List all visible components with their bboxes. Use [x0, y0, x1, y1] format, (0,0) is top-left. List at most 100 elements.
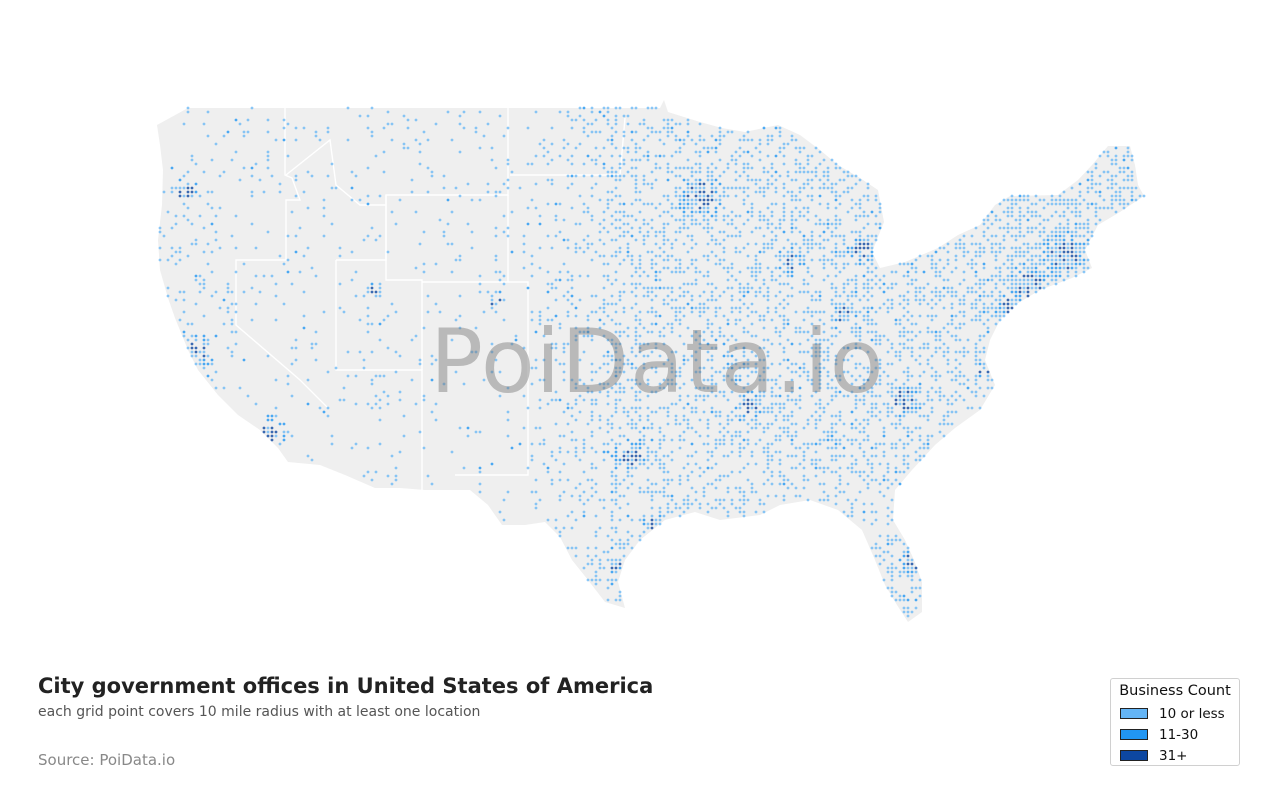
grid-point: [734, 414, 738, 418]
grid-point: [786, 358, 790, 362]
grid-point: [890, 346, 894, 350]
grid-point: [1018, 298, 1022, 302]
grid-point: [602, 354, 606, 358]
grid-point: [714, 242, 718, 246]
grid-point: [694, 370, 698, 374]
grid-point: [734, 170, 738, 174]
grid-point: [618, 434, 622, 438]
grid-point: [758, 290, 762, 294]
grid-point: [1110, 158, 1114, 162]
grid-point: [766, 478, 770, 482]
grid-point: [918, 426, 922, 430]
grid-point: [910, 338, 914, 342]
grid-point: [758, 270, 762, 274]
grid-point: [1118, 202, 1122, 206]
grid-point: [574, 222, 578, 226]
grid-point: [890, 482, 894, 486]
grid-point: [710, 290, 714, 294]
grid-point: [978, 278, 982, 282]
grid-point: [834, 262, 838, 266]
grid-point: [870, 306, 874, 310]
grid-point: [546, 466, 550, 470]
grid-point: [642, 354, 646, 358]
grid-point: [614, 486, 618, 490]
grid-point: [754, 178, 758, 182]
grid-point: [682, 242, 686, 246]
grid-point: [622, 290, 626, 294]
grid-point: [430, 174, 434, 178]
grid-point: [758, 150, 762, 154]
grid-point: [726, 454, 730, 458]
grid-point: [714, 138, 718, 142]
grid-point: [634, 198, 638, 202]
grid-point: [778, 342, 782, 346]
grid-point: [266, 418, 270, 422]
grid-point: [606, 402, 610, 406]
grid-point: [1018, 198, 1022, 202]
grid-point: [954, 314, 958, 318]
grid-point: [850, 390, 854, 394]
grid-point: [674, 314, 678, 318]
grid-point: [458, 194, 462, 198]
grid-point: [270, 438, 274, 442]
grid-point: [614, 474, 618, 478]
grid-point: [1058, 234, 1062, 238]
grid-point: [798, 350, 802, 354]
grid-point: [538, 214, 542, 218]
grid-point: [674, 122, 678, 126]
grid-point: [974, 378, 978, 382]
grid-point: [606, 302, 610, 306]
grid-point: [862, 394, 866, 398]
grid-point: [758, 402, 762, 406]
grid-point: [186, 194, 190, 198]
grid-point: [886, 486, 890, 490]
grid-point: [758, 394, 762, 398]
grid-point: [558, 230, 562, 234]
grid-point: [642, 118, 646, 122]
grid-point: [726, 510, 730, 514]
grid-point: [610, 302, 614, 306]
grid-point: [302, 254, 306, 258]
grid-point: [790, 230, 794, 234]
grid-point: [630, 214, 634, 218]
grid-point: [650, 170, 654, 174]
grid-point: [610, 294, 614, 298]
grid-point: [1010, 206, 1014, 210]
grid-point: [938, 334, 942, 338]
grid-point: [594, 490, 598, 494]
grid-point: [794, 398, 798, 402]
grid-point: [682, 294, 686, 298]
grid-point: [1046, 254, 1050, 258]
grid-point: [770, 386, 774, 390]
grid-point: [766, 246, 770, 250]
grid-point: [1010, 266, 1014, 270]
grid-point: [982, 310, 986, 314]
grid-point: [214, 238, 218, 242]
grid-point: [798, 394, 802, 398]
grid-point: [802, 350, 806, 354]
grid-point: [958, 238, 962, 242]
grid-point: [554, 458, 558, 462]
grid-point: [582, 334, 586, 338]
grid-point: [202, 338, 206, 342]
grid-point: [618, 174, 622, 178]
grid-point: [194, 278, 198, 282]
grid-point: [802, 214, 806, 218]
grid-point: [338, 246, 342, 250]
grid-point: [678, 434, 682, 438]
grid-point: [614, 542, 618, 546]
grid-point: [818, 242, 822, 246]
grid-point: [702, 194, 706, 198]
grid-point: [1106, 150, 1110, 154]
grid-point: [726, 162, 730, 166]
grid-point: [746, 406, 750, 410]
grid-point: [878, 562, 882, 566]
grid-point: [842, 490, 846, 494]
legend-swatch-low: [1120, 708, 1148, 719]
grid-point: [646, 490, 650, 494]
grid-point: [422, 398, 426, 402]
grid-point: [982, 306, 986, 310]
grid-point: [598, 426, 602, 430]
grid-point: [958, 298, 962, 302]
grid-point: [570, 414, 574, 418]
